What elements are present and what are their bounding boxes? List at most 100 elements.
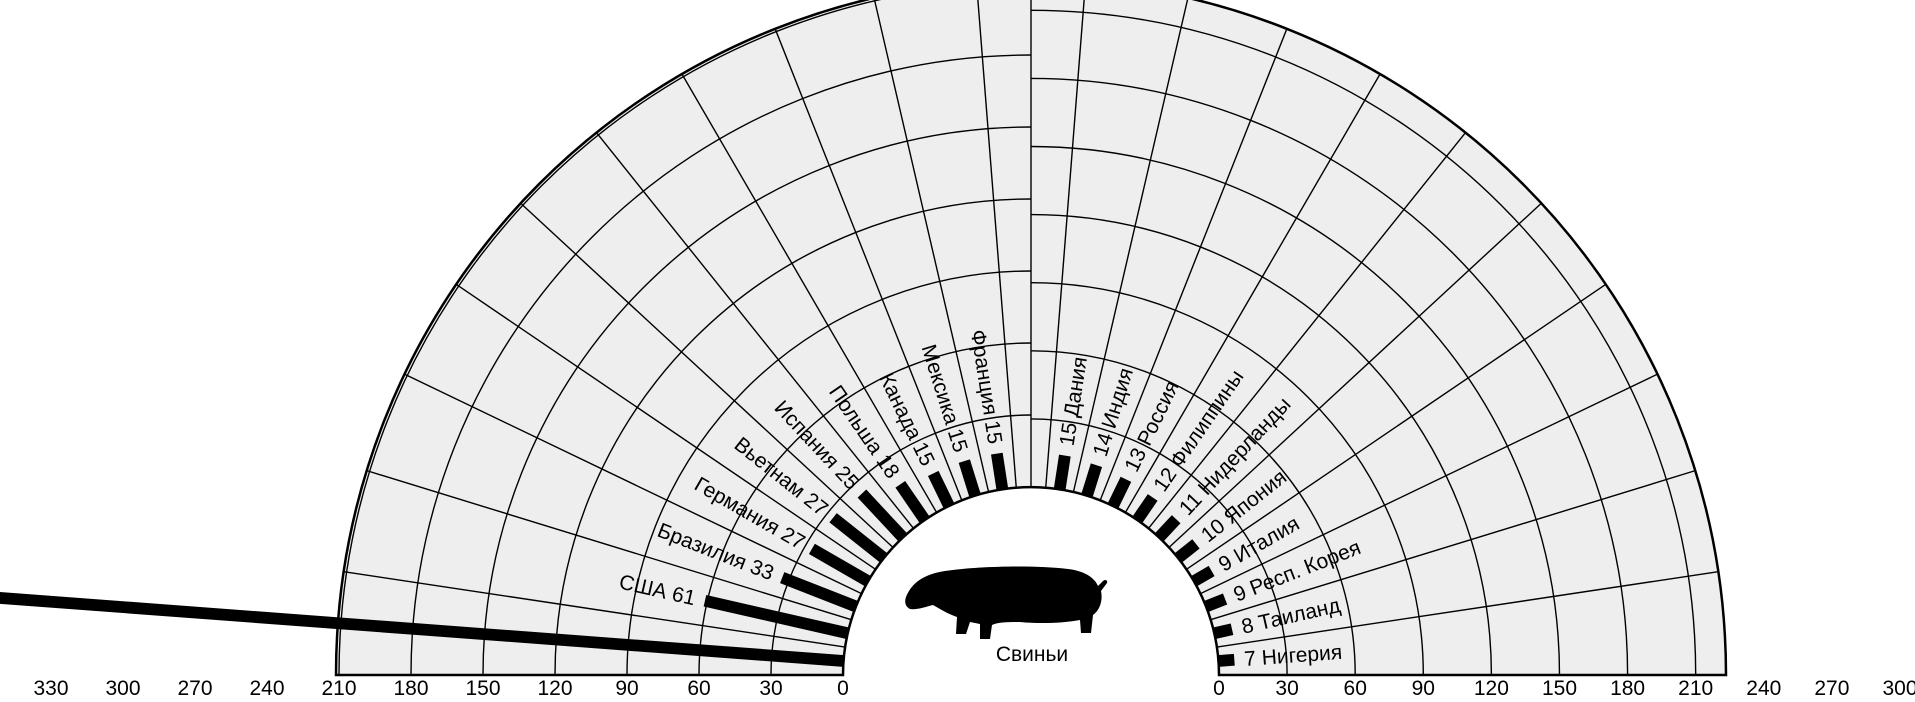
bar-group [1081, 463, 1103, 498]
bar [1213, 623, 1234, 640]
bar-group [703, 595, 849, 640]
bar-group [808, 543, 872, 587]
grid-spoke [873, 0, 990, 493]
axis-tick-label-left: 210 [321, 677, 356, 700]
bar-group [958, 459, 981, 498]
bar [1218, 653, 1235, 667]
axis-tick-label-right: 240 [1746, 677, 1781, 700]
grid-arc-right [1030, 282, 1424, 676]
bar-group [1174, 539, 1200, 563]
axis-tick-label-left: 150 [465, 677, 500, 700]
bar [1107, 476, 1132, 509]
bar [1053, 454, 1071, 491]
axis-tick-label-right: 210 [1678, 677, 1713, 700]
axis-tick-label-left: 300 [105, 677, 140, 700]
bar-group [780, 572, 859, 612]
axis-tick-label-left: 60 [687, 677, 710, 700]
bar [895, 480, 930, 524]
grid-spoke [343, 570, 846, 648]
grid-spoke [681, 73, 938, 513]
bar [703, 595, 849, 640]
bar [1174, 539, 1200, 563]
bar [1154, 515, 1181, 542]
axis-tick-label-right: 150 [1542, 677, 1577, 700]
grid-spoke [1200, 373, 1658, 595]
axis-tick-label-left: 120 [537, 677, 572, 700]
grid-arc-left [482, 126, 1032, 676]
grid-arc-right [1030, 145, 1561, 676]
bars [0, 452, 1235, 667]
grid-spoke [366, 469, 852, 621]
bar [1081, 463, 1103, 498]
axis-tick-label-left: 30 [759, 677, 782, 700]
bar [1203, 593, 1228, 612]
grid-spoke [1072, 0, 1189, 493]
axis-tick-label-right: 120 [1474, 677, 1509, 700]
grid-spoke [520, 202, 894, 548]
axis-tick-label-right: 270 [1814, 677, 1849, 700]
axis-tick-label-right: 60 [1344, 677, 1367, 700]
grid-spoke [455, 283, 876, 570]
grid-arc-left [554, 198, 1032, 676]
bar-group [1203, 593, 1228, 612]
grid-spoke [1168, 202, 1542, 548]
bar [0, 567, 844, 667]
grid-spoke [977, 0, 1017, 488]
pig-icon [905, 566, 1108, 639]
grid-spoke [404, 373, 862, 595]
bar-group [895, 480, 930, 524]
grid-arc-left [626, 270, 1032, 676]
bar-group [1154, 515, 1181, 542]
bar [857, 489, 908, 542]
bar [829, 513, 888, 563]
bar [927, 470, 955, 509]
grid-spoke [1099, 28, 1288, 501]
axis-tick-label-right: 0 [1213, 677, 1225, 700]
bar-group [857, 489, 908, 542]
bar [1132, 494, 1158, 524]
axis-tick-label-right: 180 [1610, 677, 1645, 700]
bar [991, 452, 1009, 491]
bar [1190, 565, 1215, 587]
grid-spoke [1186, 283, 1607, 570]
axis-tick-label-left: 270 [177, 677, 212, 700]
center: Свиньи [905, 566, 1108, 666]
grid-arc-left [410, 54, 1032, 676]
bar-group [1053, 454, 1071, 491]
grid-spoke [1210, 469, 1696, 621]
axis-tick-label-left: 240 [249, 677, 284, 700]
grid-spoke [1045, 0, 1085, 488]
axis-tick-label-left: 330 [33, 677, 68, 700]
bar-group [1132, 494, 1158, 524]
bar [958, 459, 981, 498]
axis-tick-label-right: 300 [1882, 677, 1915, 700]
bar-group [0, 567, 844, 667]
grid-arc-right [1030, 9, 1697, 676]
bar-group [1213, 623, 1234, 640]
bar-group [927, 470, 955, 509]
axis-tick-label-left: 90 [615, 677, 638, 700]
grid-spoke [1124, 73, 1381, 513]
grid-arc-left [338, 0, 882, 676]
bar-group [1218, 653, 1235, 667]
axis-tick-label-right: 30 [1275, 677, 1298, 700]
bar [780, 572, 859, 612]
grid-spoke [774, 28, 963, 501]
grid-arc-right [1030, 213, 1493, 676]
grid [334, 0, 1728, 677]
grid-arc-right [1030, 350, 1356, 676]
axis-tick-label-left: 0 [837, 677, 849, 700]
axis-tick-label-right: 90 [1412, 677, 1435, 700]
bar-group [1190, 565, 1215, 587]
grid-spoke [595, 132, 915, 529]
bar-group [991, 452, 1009, 491]
center-label: Свиньи [996, 643, 1068, 666]
grid-spoke [1216, 570, 1719, 648]
bar [808, 543, 872, 587]
bar-group [1107, 476, 1132, 509]
grid-spoke [1147, 132, 1467, 529]
grid-arc-right [1030, 77, 1629, 676]
axis: 3603303002702402101801501209060300030609… [33, 677, 1915, 700]
